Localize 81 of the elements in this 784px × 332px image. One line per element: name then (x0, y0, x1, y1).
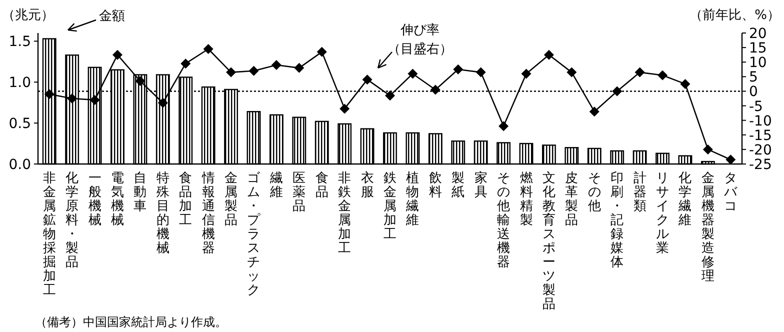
point (316, 46, 327, 57)
point (658, 70, 668, 80)
point (90, 94, 100, 105)
y-axis-title: （兆元） (2, 8, 54, 23)
point (521, 68, 532, 79)
x-tick-label: 医薬品 (292, 171, 306, 214)
x-tick-label: 家具 (474, 170, 488, 200)
point (44, 89, 54, 100)
text: （備考）中国国家統計局より作成。 (35, 315, 227, 329)
x-tick-label: 非鉄金属加工 (338, 171, 352, 256)
point (248, 66, 259, 76)
annotation: 伸び率（目盛右） (388, 22, 452, 57)
x-tick-label: 一般機械 (88, 171, 102, 228)
text: 金額 (99, 9, 125, 24)
y2-axis-title: （前年比、%） (690, 8, 780, 23)
y2-tick-label: -15 (749, 128, 772, 144)
y2-tick-label: 5 (749, 70, 758, 86)
point (135, 76, 146, 86)
x-tick-label: 燃料精製 (520, 171, 533, 228)
point (158, 98, 168, 108)
point (340, 104, 350, 114)
x-tick-label: 金属機器製造修理 (701, 171, 714, 284)
point (566, 67, 577, 78)
x-tick-label: 化学繊維 (678, 171, 692, 228)
x-tick-label: 情報通信機器 (200, 171, 215, 256)
y2-tick-label: -5 (749, 98, 763, 115)
x-tick-label: タバコ (723, 171, 738, 214)
point (362, 74, 372, 85)
point (634, 67, 645, 78)
point (430, 84, 440, 95)
point (112, 50, 122, 60)
y2-tick-label: 15 (749, 40, 767, 57)
x-tick-label: 食品 (315, 171, 328, 200)
x-tick-label: 皮革製品 (565, 171, 578, 228)
point (226, 67, 236, 78)
point (67, 94, 78, 104)
x-tick-label: 計器類 (633, 171, 646, 214)
point (385, 90, 395, 101)
x-tick-label: 繊維 (268, 171, 283, 200)
x-tick-label: 自動車 (134, 171, 147, 214)
y2-tick-label: -20 (749, 142, 772, 158)
y2-tick-label: 10 (749, 55, 767, 72)
category-label: ゴム・プラスチック (247, 171, 260, 298)
x-tick-label: 特殊目的機械 (156, 171, 170, 256)
x-tick-label: 鉄金属加工 (384, 171, 396, 242)
point (544, 50, 554, 60)
point (453, 64, 464, 74)
y-tick-label: 1.0 (8, 75, 31, 92)
y2-tick-label: -10 (749, 113, 772, 130)
x-tick-label: 金属製品 (224, 171, 238, 228)
x-tick-label: 食品加工 (179, 171, 192, 228)
point (203, 44, 214, 54)
point (271, 60, 282, 70)
x-tick-label: 衣服 (360, 171, 374, 200)
y-tick-label: 1.5 (8, 34, 31, 50)
point (612, 86, 622, 96)
point (702, 144, 713, 154)
x-tick-label: 化学原料・製品 (66, 171, 79, 270)
x-tick-label: 植物繊維 (405, 171, 420, 228)
point (408, 68, 418, 79)
x-tick-label: 電気機械 (110, 171, 124, 228)
category-label: 文化教育スポーツ製品 (542, 171, 556, 312)
point (498, 121, 509, 132)
y2-tick-label: 20 (749, 26, 767, 42)
category-label: 非金属鉱物採掘加工 (42, 171, 56, 298)
point (476, 67, 486, 78)
y-tick-label: 0.0 (8, 157, 31, 173)
point (294, 62, 304, 73)
x-tick-label: その他輸送機器 (497, 171, 510, 270)
x-tick-label: その他 (588, 171, 601, 214)
x-tick-label: 印刷・記録媒体 (610, 171, 624, 270)
y-tick-label: 0.5 (8, 116, 31, 132)
y2-tick-label: 0 (749, 84, 758, 100)
x-tick-label: 製紙 (452, 171, 465, 200)
point (180, 58, 191, 69)
point (680, 78, 690, 89)
point (726, 154, 736, 165)
point (589, 106, 600, 117)
x-tick-label: リサイクル業 (656, 171, 670, 256)
x-tick-label: 飲料 (428, 171, 442, 200)
y2-tick-label: -25 (749, 157, 772, 173)
